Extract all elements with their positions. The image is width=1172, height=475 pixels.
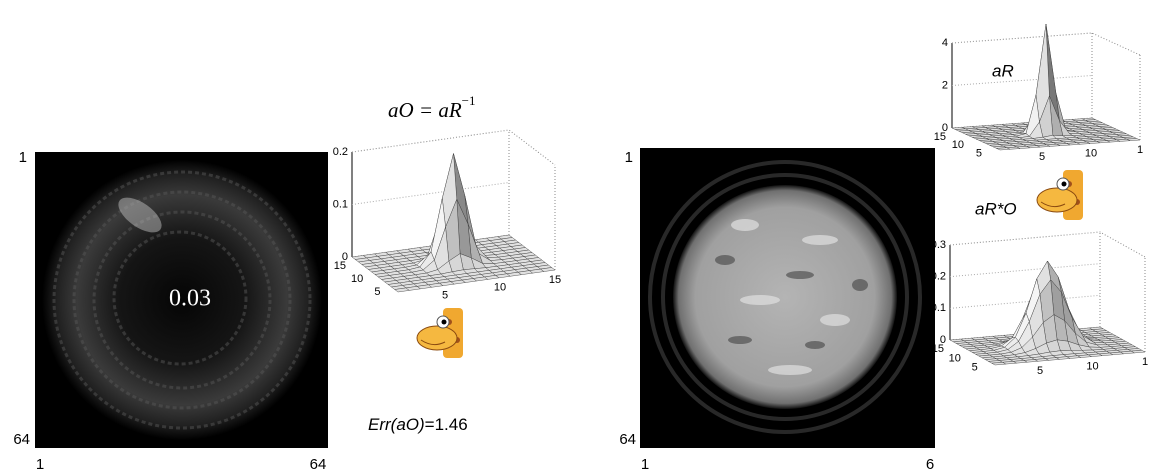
row-label: 1 [19,149,27,166]
y-tick-label: 10 [952,139,964,151]
z-tick-label: 0.2 [931,271,946,283]
y-tick-label: 10 [351,273,363,285]
y-tick-label: 5 [976,147,982,159]
x-tick-label: 5 [1037,365,1043,377]
error-label: Err(aO) [368,415,425,434]
x-tick-label: 10 [1086,360,1098,372]
z-tick-label: 0.1 [333,198,348,210]
plot-title: aR [992,61,1014,80]
error-value: =1.46 [425,415,468,434]
col-label: 1 [641,456,649,473]
figure: 0.03 1 64 1 64 aO = aR−1 Err(aO)=1.46 1 … [0,0,1172,475]
x-tick-label: 10 [494,282,506,294]
image-disk [673,185,897,409]
formula: aO = aR−1 [388,93,476,122]
z-tick-label: 2 [942,79,948,91]
z-tick-label: 0.2 [333,146,348,158]
plot-title: aR*O [975,199,1017,218]
col-label: 6 [926,456,934,473]
z-tick-label: 0.3 [931,239,946,251]
row-label: 1 [625,149,633,166]
giraffe-icon [1037,170,1083,220]
y-tick-label: 10 [949,352,961,364]
z-tick-label: 0.1 [931,302,946,314]
formula-base: aO = aR [388,98,462,122]
y-tick-label: 5 [972,362,978,374]
grid-line [352,130,509,152]
z-tick-label: 4 [942,37,948,49]
giraffe-icon [417,308,463,358]
x-tick-label: 15 [549,274,561,286]
grid-line [950,232,1100,245]
row-label: 64 [619,431,636,448]
x-tick-label: 1 [1142,356,1148,368]
x-tick-label: 5 [442,289,448,301]
x-tick-label: 5 [1039,151,1045,163]
x-tick-label: 1 [1137,144,1143,156]
grid-line [950,264,1100,277]
box-edge [950,232,1145,257]
formula-exponent: −1 [462,93,476,108]
col-label: 64 [310,456,327,473]
overlay-value: 0.03 [169,286,211,312]
error-text: Err(aO)=1.46 [368,415,468,434]
grid-line [952,76,1092,86]
row-label: 64 [13,431,30,448]
y-tick-label: 5 [374,286,380,298]
grid-line [952,33,1092,43]
grid-line [352,183,509,205]
x-tick-label: 10 [1085,147,1097,159]
y-tick-label: 15 [932,343,944,355]
grid-line [950,295,1100,308]
y-tick-label: 15 [934,131,946,143]
col-label: 1 [36,456,44,473]
y-tick-label: 15 [334,260,346,272]
